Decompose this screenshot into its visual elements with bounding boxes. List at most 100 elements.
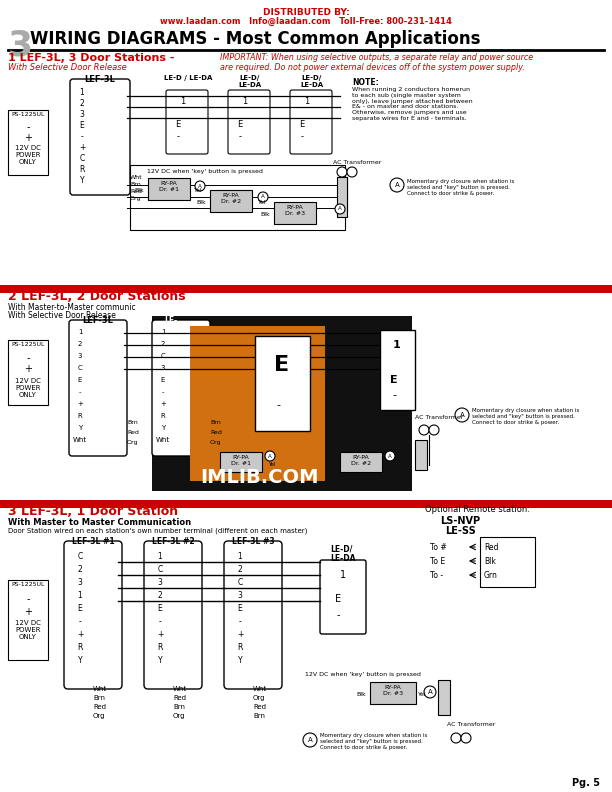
FancyBboxPatch shape bbox=[69, 320, 127, 456]
Text: C: C bbox=[80, 154, 84, 163]
Text: Brn: Brn bbox=[173, 704, 185, 710]
Text: -: - bbox=[81, 132, 83, 141]
Text: 3: 3 bbox=[237, 591, 242, 600]
Text: 2: 2 bbox=[237, 565, 242, 574]
Bar bbox=[415, 440, 427, 470]
Text: E: E bbox=[176, 120, 181, 129]
Text: Brn: Brn bbox=[210, 420, 221, 425]
Text: DISTRIBUTED BY:: DISTRIBUTED BY: bbox=[263, 8, 349, 17]
Bar bbox=[210, 190, 252, 212]
Circle shape bbox=[390, 178, 404, 192]
Bar bbox=[370, 682, 416, 704]
Text: C: C bbox=[157, 565, 163, 574]
Bar bbox=[380, 330, 415, 410]
Text: 1: 1 bbox=[80, 88, 84, 97]
Text: R: R bbox=[78, 413, 83, 419]
Bar bbox=[255, 336, 310, 431]
Text: A: A bbox=[308, 737, 312, 743]
Text: E: E bbox=[158, 604, 162, 613]
Text: Y: Y bbox=[80, 176, 84, 185]
Text: Wht: Wht bbox=[156, 437, 170, 443]
Text: AC Transformer: AC Transformer bbox=[447, 722, 495, 727]
Circle shape bbox=[461, 733, 471, 743]
Text: E: E bbox=[390, 375, 398, 385]
Text: R: R bbox=[77, 643, 83, 652]
Bar bbox=[220, 452, 262, 472]
Text: With Selective Door Release: With Selective Door Release bbox=[8, 311, 116, 320]
Text: -: - bbox=[78, 617, 81, 626]
Text: LE-SS: LE-SS bbox=[445, 526, 476, 536]
Text: Optional Remote station:: Optional Remote station: bbox=[425, 505, 530, 514]
Text: Grn: Grn bbox=[484, 571, 498, 580]
Text: AC Transformer: AC Transformer bbox=[333, 160, 381, 165]
Bar bbox=[8, 340, 48, 405]
Text: RY-PA
Dr. #1: RY-PA Dr. #1 bbox=[231, 455, 251, 466]
Text: Yel: Yel bbox=[268, 462, 275, 467]
Text: Red: Red bbox=[93, 704, 106, 710]
Text: R: R bbox=[237, 643, 243, 652]
Text: C: C bbox=[237, 578, 242, 587]
Text: E: E bbox=[237, 120, 242, 129]
Text: LE-...: LE-... bbox=[164, 316, 186, 325]
Text: Y: Y bbox=[158, 656, 162, 665]
Text: Momentary dry closure when station is
selected and "key" button is pressed.
Conn: Momentary dry closure when station is se… bbox=[407, 179, 514, 196]
Bar bbox=[190, 326, 325, 481]
Circle shape bbox=[455, 408, 469, 422]
Text: Brn: Brn bbox=[93, 695, 105, 701]
Text: E: E bbox=[299, 120, 305, 129]
Text: PS-1225UL: PS-1225UL bbox=[11, 112, 45, 117]
Bar bbox=[0, 285, 612, 293]
Text: RY-PA
Dr. #1: RY-PA Dr. #1 bbox=[159, 181, 179, 192]
Text: 1: 1 bbox=[161, 329, 165, 335]
Text: E: E bbox=[161, 377, 165, 383]
FancyBboxPatch shape bbox=[166, 90, 208, 154]
Text: E: E bbox=[78, 604, 83, 613]
Text: LE-D/
LE-DA: LE-D/ LE-DA bbox=[239, 75, 261, 88]
Text: Red: Red bbox=[173, 695, 186, 701]
Text: LE-DA: LE-DA bbox=[330, 554, 356, 563]
Text: C: C bbox=[77, 552, 83, 561]
Text: 12V DC
POWER
ONLY: 12V DC POWER ONLY bbox=[15, 145, 41, 165]
Text: -: - bbox=[159, 617, 162, 626]
Bar bbox=[152, 316, 412, 491]
Text: +: + bbox=[24, 607, 32, 617]
Text: Yel: Yel bbox=[194, 188, 203, 193]
Circle shape bbox=[195, 181, 205, 191]
Text: Yel: Yel bbox=[258, 200, 267, 205]
Bar bbox=[340, 452, 382, 472]
Text: Blk: Blk bbox=[260, 212, 270, 217]
Circle shape bbox=[303, 733, 317, 747]
Text: Red: Red bbox=[253, 704, 266, 710]
Text: LEF-3L #3: LEF-3L #3 bbox=[232, 537, 274, 546]
Circle shape bbox=[419, 425, 429, 435]
Text: 2 LEF-3L, 2 Door Stations: 2 LEF-3L, 2 Door Stations bbox=[8, 290, 185, 303]
Text: E: E bbox=[274, 355, 289, 375]
Text: +: + bbox=[157, 630, 163, 639]
Text: Org: Org bbox=[210, 440, 222, 445]
Circle shape bbox=[265, 451, 275, 461]
Text: Blk: Blk bbox=[484, 557, 496, 566]
Text: Brn: Brn bbox=[130, 182, 141, 187]
Text: -: - bbox=[26, 353, 30, 363]
Text: www.laadan.com   Info@laadan.com   Toll-Free: 800-231-1414: www.laadan.com Info@laadan.com Toll-Free… bbox=[160, 17, 452, 26]
Bar bbox=[438, 680, 450, 715]
Circle shape bbox=[337, 167, 347, 177]
Text: +: + bbox=[237, 630, 243, 639]
Text: A: A bbox=[388, 454, 392, 459]
Text: With Master to Master Communication: With Master to Master Communication bbox=[8, 518, 191, 527]
Text: 1: 1 bbox=[242, 97, 248, 106]
Bar bbox=[130, 165, 345, 230]
Text: 2: 2 bbox=[158, 591, 162, 600]
Text: LE-D / LE-DA: LE-D / LE-DA bbox=[164, 75, 212, 81]
Text: WIRING DIAGRAMS - Most Common Applications: WIRING DIAGRAMS - Most Common Applicatio… bbox=[30, 30, 480, 48]
Text: 1 LEF-3L, 3 Door Stations -: 1 LEF-3L, 3 Door Stations - bbox=[8, 53, 174, 63]
Text: 12V DC when 'key' button is pressed: 12V DC when 'key' button is pressed bbox=[305, 672, 421, 677]
Text: Momentary dry closure when station is
selected and "key" button is pressed.
Conn: Momentary dry closure when station is se… bbox=[320, 733, 427, 749]
Text: LE-D/
LE-DA: LE-D/ LE-DA bbox=[300, 75, 324, 88]
Text: 1: 1 bbox=[158, 552, 162, 561]
Text: -: - bbox=[239, 617, 241, 626]
Text: +: + bbox=[24, 133, 32, 143]
Text: Brn: Brn bbox=[127, 420, 138, 425]
Text: 12V DC
POWER
ONLY: 12V DC POWER ONLY bbox=[15, 620, 41, 640]
Text: IMPORTANT: When using selective outputs, a separate relay and power source
are r: IMPORTANT: When using selective outputs,… bbox=[220, 53, 533, 72]
